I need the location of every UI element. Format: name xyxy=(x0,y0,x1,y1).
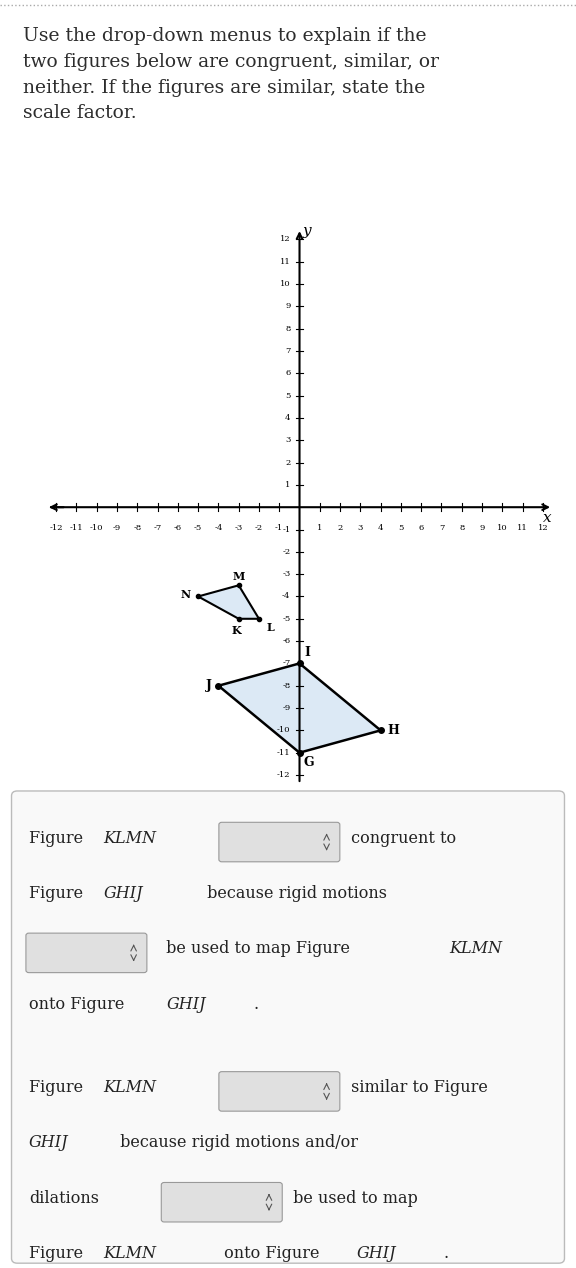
Text: Figure: Figure xyxy=(29,885,88,902)
Text: KLMN: KLMN xyxy=(104,829,157,847)
Text: 7: 7 xyxy=(285,347,290,355)
Text: 12: 12 xyxy=(537,524,548,533)
Text: -4: -4 xyxy=(214,524,222,533)
Text: -7: -7 xyxy=(282,659,290,667)
Text: -10: -10 xyxy=(277,727,290,734)
Text: 6: 6 xyxy=(419,524,424,533)
Text: .: . xyxy=(444,1245,449,1262)
Text: J: J xyxy=(206,680,211,692)
Text: 12: 12 xyxy=(280,236,290,243)
Text: 9: 9 xyxy=(285,302,290,311)
Text: GHIJ: GHIJ xyxy=(104,885,143,902)
Text: 9: 9 xyxy=(479,524,484,533)
FancyBboxPatch shape xyxy=(219,822,340,862)
Text: because rigid motions: because rigid motions xyxy=(202,885,386,902)
Text: be used to map Figure: be used to map Figure xyxy=(161,941,355,957)
Text: 11: 11 xyxy=(279,257,290,266)
Text: Figure: Figure xyxy=(29,829,88,847)
FancyBboxPatch shape xyxy=(161,1183,282,1222)
Text: I: I xyxy=(305,645,310,659)
Text: -9: -9 xyxy=(282,704,290,713)
Text: K: K xyxy=(232,625,241,637)
Text: -3: -3 xyxy=(234,524,243,533)
Text: 5: 5 xyxy=(285,392,290,399)
Text: -3: -3 xyxy=(282,571,290,578)
Text: onto Figure: onto Figure xyxy=(219,1245,324,1262)
Polygon shape xyxy=(198,586,259,619)
Text: 8: 8 xyxy=(459,524,464,533)
Text: KLMN: KLMN xyxy=(104,1245,157,1262)
Text: -2: -2 xyxy=(255,524,263,533)
Text: N: N xyxy=(181,588,191,600)
Text: similar to Figure: similar to Figure xyxy=(346,1079,487,1096)
Text: 3: 3 xyxy=(285,436,290,444)
Text: 7: 7 xyxy=(439,524,444,533)
Text: KLMN: KLMN xyxy=(449,941,502,957)
Text: congruent to: congruent to xyxy=(346,829,456,847)
Text: -12: -12 xyxy=(277,771,290,779)
Text: -8: -8 xyxy=(282,682,290,690)
Text: KLMN: KLMN xyxy=(104,1079,157,1096)
Text: G: G xyxy=(304,756,314,768)
Text: -1: -1 xyxy=(275,524,283,533)
Text: GHIJ: GHIJ xyxy=(167,995,207,1013)
Text: onto Figure: onto Figure xyxy=(29,995,129,1013)
Text: -9: -9 xyxy=(113,524,121,533)
Text: -10: -10 xyxy=(90,524,104,533)
Text: -5: -5 xyxy=(282,615,290,623)
Text: -6: -6 xyxy=(174,524,182,533)
Text: 4: 4 xyxy=(285,413,290,422)
Text: 11: 11 xyxy=(517,524,528,533)
Polygon shape xyxy=(218,663,381,753)
Text: 1: 1 xyxy=(317,524,323,533)
Text: 5: 5 xyxy=(398,524,404,533)
Text: -12: -12 xyxy=(50,524,63,533)
Text: GHIJ: GHIJ xyxy=(29,1135,69,1151)
FancyBboxPatch shape xyxy=(26,933,147,973)
Text: -1: -1 xyxy=(282,525,290,534)
Text: x: x xyxy=(543,511,551,525)
Text: because rigid motions and/or: because rigid motions and/or xyxy=(115,1135,358,1151)
Text: H: H xyxy=(388,724,400,737)
Text: Figure: Figure xyxy=(29,1245,88,1262)
Text: 2: 2 xyxy=(338,524,343,533)
Text: 3: 3 xyxy=(358,524,363,533)
Text: L: L xyxy=(266,623,274,633)
Text: 10: 10 xyxy=(497,524,507,533)
Text: M: M xyxy=(233,571,245,582)
Text: be used to map: be used to map xyxy=(288,1189,418,1207)
Text: 10: 10 xyxy=(280,280,290,288)
FancyBboxPatch shape xyxy=(12,791,564,1263)
Text: 8: 8 xyxy=(285,325,290,332)
Text: -4: -4 xyxy=(282,592,290,601)
Text: -6: -6 xyxy=(282,637,290,645)
Text: 4: 4 xyxy=(378,524,384,533)
Text: 1: 1 xyxy=(285,481,290,489)
Text: 2: 2 xyxy=(285,459,290,467)
Text: -7: -7 xyxy=(153,524,162,533)
Text: Figure: Figure xyxy=(29,1079,88,1096)
Text: GHIJ: GHIJ xyxy=(357,1245,397,1262)
Text: 6: 6 xyxy=(285,369,290,378)
Text: -5: -5 xyxy=(194,524,202,533)
Text: -8: -8 xyxy=(133,524,142,533)
FancyBboxPatch shape xyxy=(219,1071,340,1111)
Text: Use the drop-down menus to explain if the
two figures below are congruent, simil: Use the drop-down menus to explain if th… xyxy=(23,28,439,123)
Text: -2: -2 xyxy=(282,548,290,555)
Text: -11: -11 xyxy=(277,748,290,757)
Text: y: y xyxy=(302,224,311,238)
Text: -11: -11 xyxy=(70,524,84,533)
Text: dilations: dilations xyxy=(29,1189,99,1207)
Text: .: . xyxy=(253,995,259,1013)
